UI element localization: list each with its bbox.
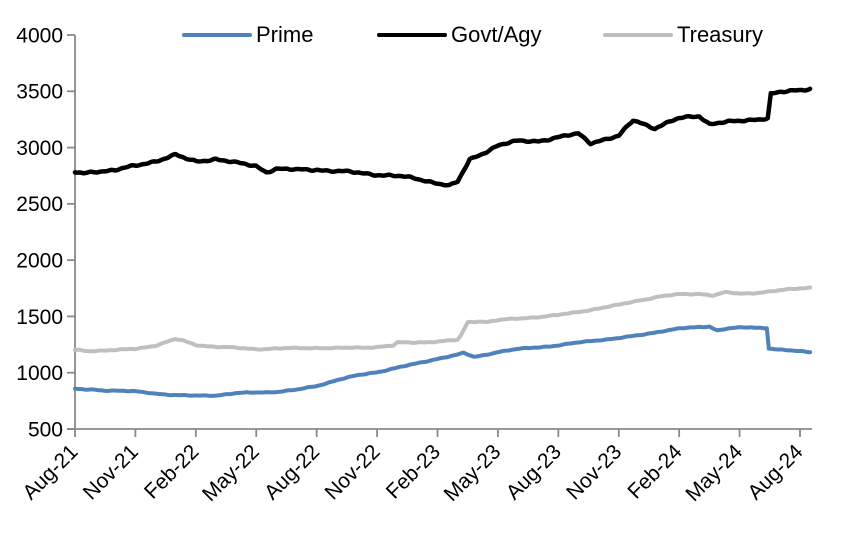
x-tick-label: Aug-21: [18, 440, 82, 504]
legend-item-treasury: Treasury: [603, 24, 763, 46]
x-tick-label: May-24: [681, 440, 747, 506]
legend-item-govt-agy: Govt/Agy: [377, 24, 541, 46]
y-tick-label: 3500: [16, 81, 63, 104]
y-tick-label: 4000: [16, 24, 63, 47]
x-tick-label: Aug-22: [260, 440, 324, 504]
legend-swatch-govt-agy: [377, 33, 447, 37]
x-tick-label: May-23: [440, 440, 506, 506]
y-tick-label: 2500: [16, 193, 63, 216]
legend-item-prime: Prime: [182, 24, 313, 46]
y-tick-label: 2000: [16, 249, 63, 272]
y-tick-label: 1000: [16, 362, 63, 385]
y-tick-label: 1500: [16, 306, 63, 329]
legend-label-prime: Prime: [256, 22, 314, 47]
x-tick-label: Feb-23: [382, 440, 445, 503]
series-line-govt-agy: [72, 86, 813, 188]
x-tick-label: Nov-21: [79, 440, 143, 504]
x-tick-label: Feb-24: [623, 440, 687, 504]
legend-swatch-treasury: [603, 33, 673, 37]
x-tick-label: Nov-23: [562, 440, 626, 504]
series-line-prime: [73, 324, 813, 398]
x-tick-label: Aug-23: [502, 440, 566, 504]
legend-label-govt-agy: Govt/Agy: [451, 22, 542, 47]
legend-swatch-prime: [182, 33, 252, 37]
x-tick-label: Feb-22: [140, 440, 203, 503]
y-tick-label: 3000: [16, 137, 63, 160]
legend-label-treasury: Treasury: [677, 22, 763, 47]
series-line-treasury: [73, 285, 813, 354]
y-tick-label: 500: [28, 418, 63, 441]
x-tick-label: Nov-22: [320, 440, 384, 504]
x-tick-label: Aug-24: [743, 440, 807, 504]
x-tick-label: May-22: [198, 440, 264, 506]
